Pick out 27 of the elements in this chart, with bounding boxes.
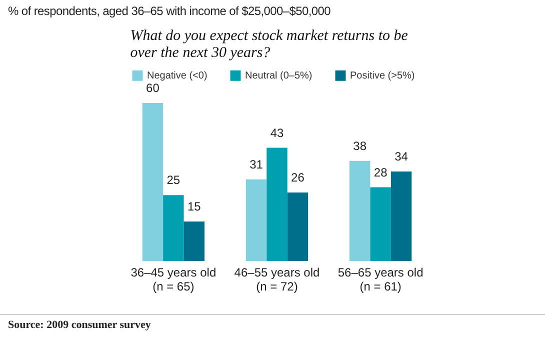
x-tick-label: 46–55 years old (n = 72) bbox=[234, 266, 320, 294]
data-label: 60 bbox=[146, 81, 160, 95]
x-tick-label: 36–45 years old (n = 65) bbox=[130, 266, 216, 294]
bar bbox=[142, 103, 164, 261]
bar bbox=[287, 192, 308, 261]
bar bbox=[163, 195, 184, 261]
data-label: 25 bbox=[166, 173, 180, 188]
bar bbox=[370, 187, 391, 261]
data-label: 15 bbox=[187, 200, 202, 214]
legend-label: Positive (>5%) bbox=[350, 70, 415, 82]
bar bbox=[184, 222, 204, 261]
bar bbox=[266, 148, 288, 261]
source-note: Source: 2009 consumer survey bbox=[8, 319, 152, 331]
data-label: 43 bbox=[270, 126, 284, 140]
data-label: 26 bbox=[291, 170, 305, 185]
data-label: 31 bbox=[250, 157, 264, 172]
chart-subtitle: % of respondents, aged 36–65 with income of $25,000–$50,000 bbox=[8, 4, 331, 18]
chart-title: What do you expect stock market returns to be over the next 30 years? bbox=[130, 28, 408, 61]
legend-label: Neutral (0–5%) bbox=[245, 70, 312, 82]
bar bbox=[390, 171, 412, 261]
data-label: 38 bbox=[353, 138, 367, 153]
data-label: 28 bbox=[374, 165, 388, 180]
legend-label: Negative (<0) bbox=[147, 70, 208, 82]
bar bbox=[350, 160, 370, 261]
data-label: 34 bbox=[394, 149, 408, 164]
x-tick-label: 56–65 years old (n = 61) bbox=[338, 266, 424, 294]
bar bbox=[246, 179, 267, 261]
